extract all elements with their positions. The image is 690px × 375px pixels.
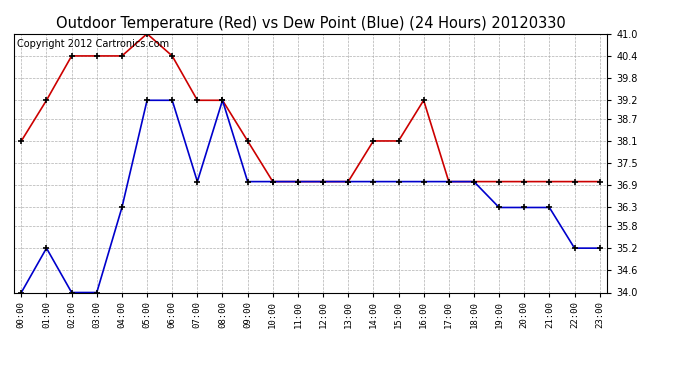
Text: Copyright 2012 Cartronics.com: Copyright 2012 Cartronics.com — [17, 39, 169, 49]
Title: Outdoor Temperature (Red) vs Dew Point (Blue) (24 Hours) 20120330: Outdoor Temperature (Red) vs Dew Point (… — [56, 16, 565, 31]
